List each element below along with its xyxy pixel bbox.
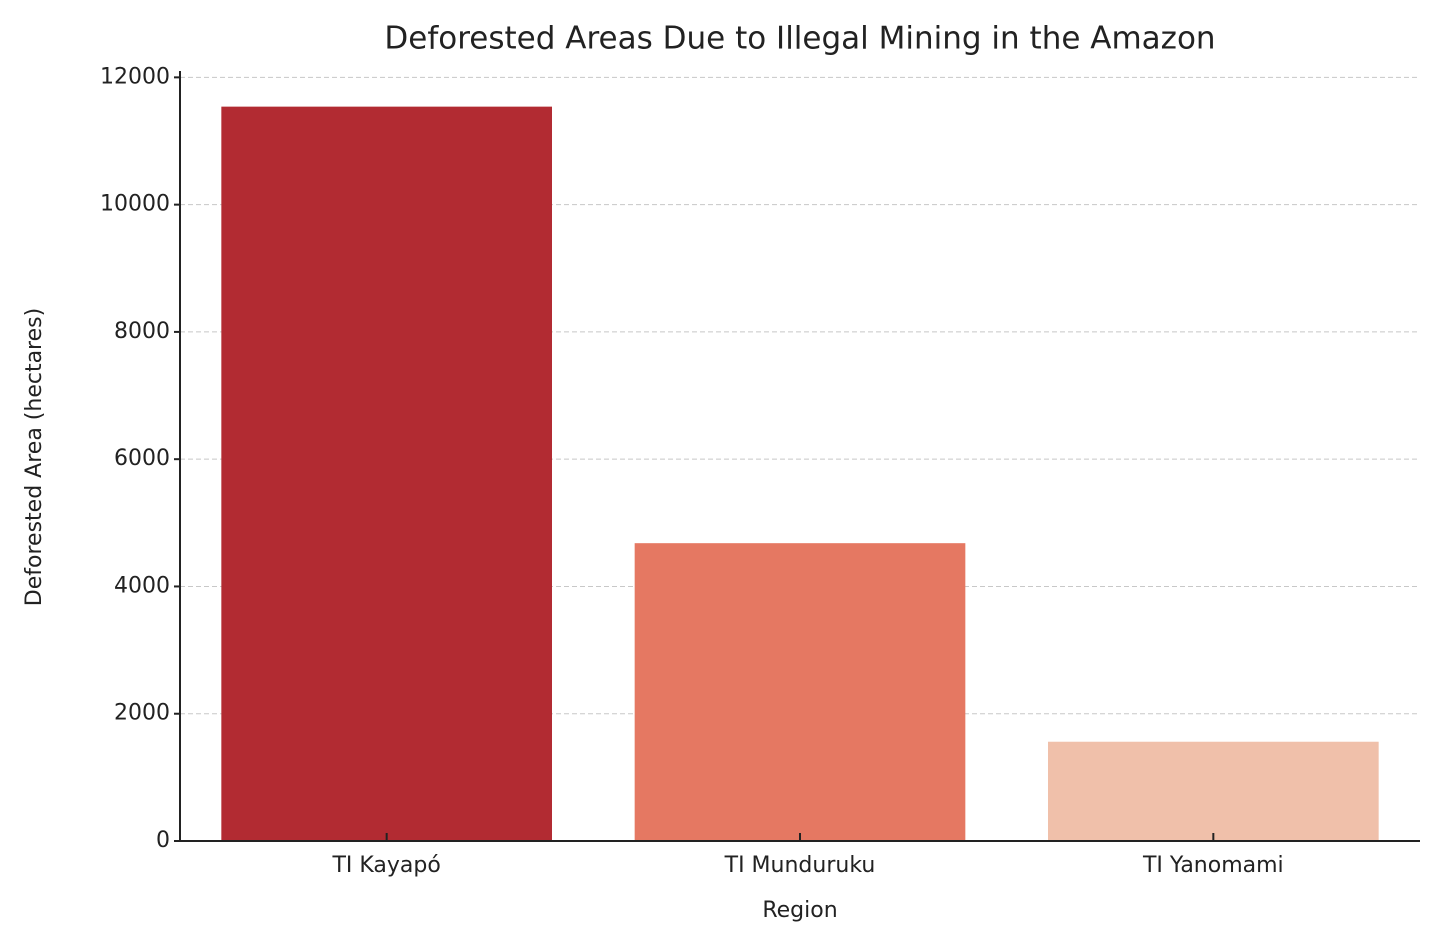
y-axis-label: Deforested Area (hectares) — [22, 308, 47, 606]
y-tick-label: 2000 — [114, 701, 170, 726]
y-tick-label: 10000 — [100, 192, 170, 217]
y-tick-label: 12000 — [100, 64, 170, 89]
y-tick-label: 4000 — [114, 573, 170, 598]
y-tick-label: 6000 — [114, 446, 170, 471]
x-tick-label: TI Kayapó — [331, 853, 440, 878]
bar — [1048, 741, 1379, 841]
bar — [221, 106, 553, 842]
y-tick-label: 8000 — [114, 319, 170, 344]
bar — [634, 543, 966, 841]
chart-title: Deforested Areas Due to Illegal Mining i… — [384, 21, 1215, 57]
x-tick-label: TI Yanomami — [1142, 853, 1284, 878]
y-tick-label: 0 — [156, 828, 170, 853]
x-tick-label: TI Munduruku — [724, 853, 876, 878]
x-axis-label: Region — [762, 898, 837, 923]
